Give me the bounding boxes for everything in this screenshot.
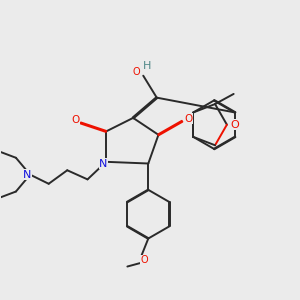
Text: N: N: [99, 158, 108, 169]
Text: N: N: [23, 170, 32, 180]
Text: O: O: [140, 255, 148, 266]
Text: O: O: [230, 120, 239, 130]
Text: O: O: [132, 67, 140, 77]
Text: O: O: [72, 115, 80, 125]
Text: H: H: [142, 61, 151, 71]
Text: O: O: [184, 114, 192, 124]
